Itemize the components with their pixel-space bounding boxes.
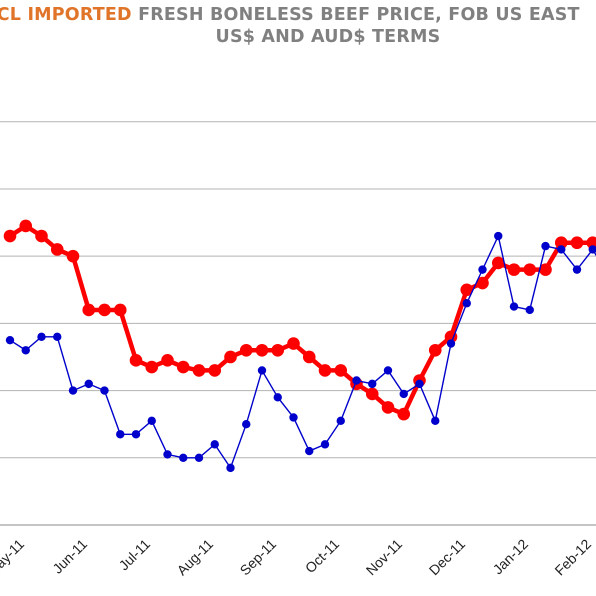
chart-title-accent: 90CL IMPORTED [0, 5, 132, 25]
data-point [383, 366, 393, 375]
data-point [588, 245, 596, 254]
data-point [494, 231, 503, 241]
data-point [98, 303, 111, 317]
data-point [21, 346, 30, 355]
data-point [100, 386, 109, 395]
data-point [399, 389, 408, 399]
data-point [179, 453, 188, 462]
data-point [255, 343, 269, 357]
x-tick-label: Jan-12 [490, 536, 532, 578]
data-point [365, 387, 379, 401]
data-point [415, 379, 424, 389]
data-point [428, 343, 442, 357]
data-point [194, 453, 204, 462]
data-point [554, 236, 568, 250]
data-point [431, 416, 440, 426]
data-point [271, 343, 285, 357]
x-tick-label: Aug-11 [174, 536, 217, 579]
data-point [368, 379, 377, 389]
data-point [570, 236, 584, 250]
chart-subtitle: US$ AND AUD$ TERMS [215, 27, 441, 47]
data-point [208, 364, 222, 377]
data-point [226, 463, 235, 473]
data-point [161, 354, 174, 367]
chart-title: 90CL IMPORTED FRESH BONELESS BEEF PRICE,… [0, 4, 596, 48]
data-point [239, 343, 253, 357]
chart-title-main: FRESH BONELESS BEEF PRICE, FOB US EAST [138, 5, 580, 25]
data-point [541, 241, 550, 251]
data-point [336, 416, 345, 426]
data-point [318, 364, 332, 377]
x-tick-label: Dec-11 [426, 536, 469, 579]
data-point [507, 263, 521, 276]
data-point [287, 337, 300, 350]
data-point [525, 305, 534, 315]
data-point [131, 430, 141, 439]
data-point [572, 265, 582, 274]
data-point [192, 364, 206, 377]
data-point [224, 350, 237, 364]
data-point [210, 440, 219, 449]
data-point [68, 386, 78, 395]
data-point [37, 332, 46, 342]
series-line [8, 223, 596, 417]
data-point [460, 283, 474, 297]
data-point [397, 407, 411, 421]
data-point [82, 303, 96, 317]
data-point [462, 299, 471, 308]
data-point [289, 413, 298, 422]
data-point [320, 440, 330, 449]
data-point [539, 263, 552, 276]
x-tick-label: Feb-12 [551, 536, 594, 579]
data-point [50, 243, 64, 256]
data-point [145, 360, 159, 374]
data-point [478, 265, 487, 274]
data-point [3, 229, 17, 243]
data-point [446, 339, 456, 348]
data-series [3, 219, 596, 473]
data-point [113, 303, 127, 317]
data-point [66, 249, 80, 263]
data-point [5, 335, 15, 345]
x-tick-labels: May-11 Jun-11 Jul-11 Aug-11 Sep-11 Oct-11 Nov-… [0, 536, 594, 580]
data-point [257, 366, 267, 375]
data-point [523, 263, 537, 276]
data-point [176, 360, 190, 374]
data-point [334, 364, 348, 377]
data-point [509, 302, 519, 311]
gridlines [0, 121, 596, 459]
x-tick-label: Jul-11 [116, 536, 154, 574]
data-point [557, 245, 566, 254]
data-point [242, 419, 251, 429]
data-point [35, 229, 48, 243]
x-tick-label: Oct-11 [302, 536, 342, 576]
data-point [273, 393, 282, 402]
data-point [19, 219, 33, 233]
data-point [129, 354, 143, 367]
x-tick-label: Nov-11 [363, 536, 406, 579]
data-point [491, 256, 505, 270]
data-point [116, 430, 125, 439]
x-tick-label: May-11 [0, 536, 27, 580]
data-point [84, 379, 93, 389]
chart-title-line-1: 90CL IMPORTED FRESH BONELESS BEEF PRICE,… [0, 4, 580, 26]
series-1 [3, 219, 596, 421]
data-point [305, 446, 314, 456]
x-tick-label: Sep-11 [237, 536, 280, 579]
data-point [352, 376, 361, 385]
series-2 [5, 231, 596, 473]
x-tick-label: Jun-11 [49, 536, 90, 577]
data-point [147, 416, 156, 426]
data-point [381, 401, 395, 414]
data-point [163, 450, 172, 459]
data-point [302, 350, 316, 364]
data-point [53, 332, 62, 342]
data-point [476, 276, 489, 290]
